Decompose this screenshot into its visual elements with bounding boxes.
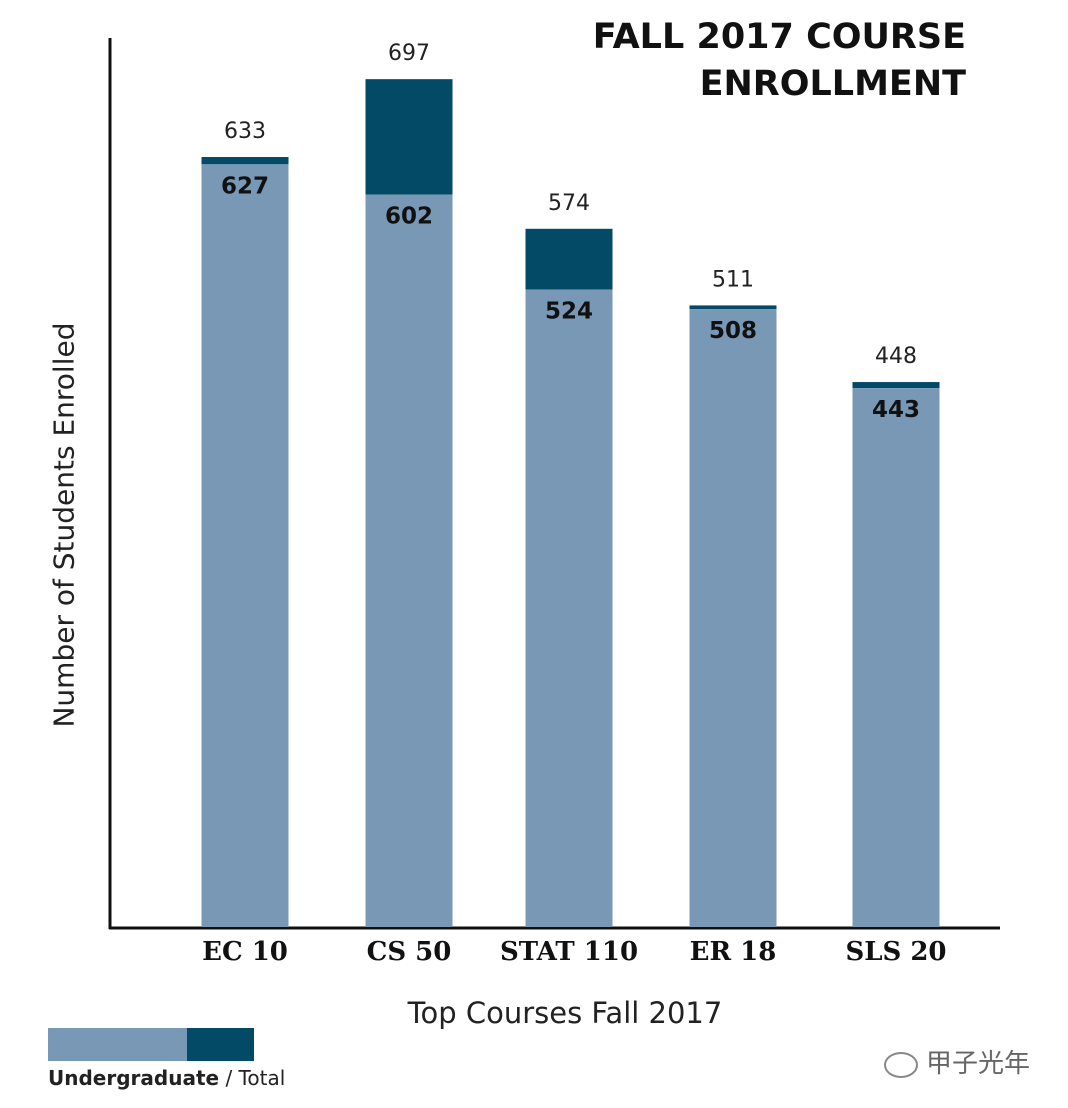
legend-text: Undergraduate / Total xyxy=(48,1066,285,1090)
legend-label-undergraduate: Undergraduate xyxy=(48,1066,220,1090)
chart-title-line2: ENROLLMENT xyxy=(699,64,966,104)
bars-group xyxy=(201,79,940,928)
bar-undergraduate-cs-50 xyxy=(365,194,453,928)
wechat-icon xyxy=(883,1051,918,1078)
label-total-ec-10: 633 xyxy=(224,119,266,144)
legend-separator: / xyxy=(225,1066,233,1090)
chart-title: FALL 2017 COURSE ENROLLMENT xyxy=(546,14,966,108)
label-undergraduate-stat-110: 524 xyxy=(545,299,593,325)
label-total-cs-50: 697 xyxy=(388,41,430,66)
legend-swatch-undergraduate xyxy=(48,1028,187,1061)
chart-title-line1: FALL 2017 COURSE xyxy=(592,17,966,57)
labels-group: 633 627 EC 10 697 602 CS 50 574 524 STAT 110 511 5… xyxy=(202,41,946,967)
bar-total-cs-50 xyxy=(365,79,453,195)
bar-undergraduate-sls-20 xyxy=(852,388,940,928)
x-tick-sls-20: SLS 20 xyxy=(845,937,946,967)
bar-total-stat-110 xyxy=(525,228,613,290)
y-axis-label: Number of Students Enrolled xyxy=(47,322,81,728)
legend-label-total: Total xyxy=(238,1066,286,1090)
bar-undergraduate-er-18 xyxy=(689,309,777,927)
watermark-text: 甲子光年 xyxy=(925,1049,1030,1079)
x-tick-cs-50: CS 50 xyxy=(367,937,452,967)
bar-undergraduate-stat-110 xyxy=(525,289,613,927)
x-tick-ec-10: EC 10 xyxy=(202,937,288,967)
bar-total-ec-10 xyxy=(201,157,289,165)
bar-total-er-18 xyxy=(689,305,777,310)
bar-total-sls-20 xyxy=(852,382,940,389)
legend-swatch-total xyxy=(187,1028,254,1061)
x-tick-stat-110: STAT 110 xyxy=(500,937,638,967)
watermark: 甲子光年 xyxy=(883,1043,1030,1080)
x-axis-label: Top Courses Fall 2017 xyxy=(407,996,723,1030)
label-undergraduate-er-18: 508 xyxy=(709,318,757,344)
label-total-stat-110: 574 xyxy=(548,191,590,216)
label-total-sls-20: 448 xyxy=(875,344,917,369)
x-tick-er-18: ER 18 xyxy=(690,937,777,967)
label-undergraduate-cs-50: 602 xyxy=(385,204,433,230)
label-undergraduate-sls-20: 443 xyxy=(872,397,920,423)
label-total-er-18: 511 xyxy=(712,267,754,292)
label-undergraduate-ec-10: 627 xyxy=(221,173,269,199)
bar-undergraduate-ec-10 xyxy=(201,164,289,927)
